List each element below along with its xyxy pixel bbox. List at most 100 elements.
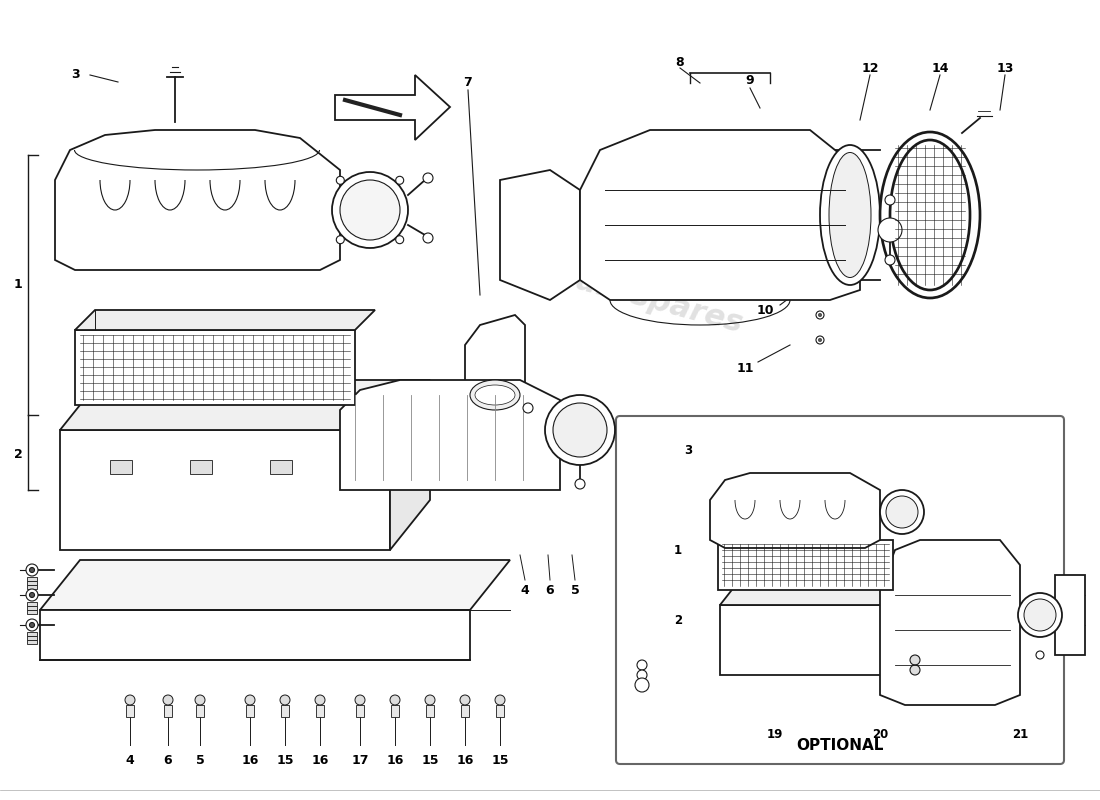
Circle shape	[26, 564, 39, 576]
Circle shape	[424, 173, 433, 183]
FancyBboxPatch shape	[28, 585, 37, 589]
FancyBboxPatch shape	[28, 610, 37, 614]
Text: 15: 15	[421, 754, 439, 766]
FancyBboxPatch shape	[28, 602, 37, 606]
FancyBboxPatch shape	[75, 330, 355, 405]
Text: 12: 12	[861, 62, 879, 74]
Circle shape	[340, 180, 400, 240]
FancyBboxPatch shape	[28, 636, 37, 640]
Text: eurospares: eurospares	[703, 541, 896, 619]
Circle shape	[26, 589, 39, 601]
Circle shape	[337, 176, 344, 184]
FancyBboxPatch shape	[316, 705, 324, 717]
FancyBboxPatch shape	[356, 705, 364, 717]
Polygon shape	[60, 380, 430, 430]
Text: 11: 11	[736, 362, 754, 374]
Circle shape	[1024, 599, 1056, 631]
Polygon shape	[580, 130, 860, 300]
Circle shape	[886, 496, 918, 528]
Circle shape	[245, 695, 255, 705]
Text: 16: 16	[311, 754, 329, 766]
Text: eurospares: eurospares	[123, 381, 317, 459]
Polygon shape	[880, 540, 1020, 705]
Circle shape	[637, 660, 647, 670]
FancyBboxPatch shape	[28, 577, 37, 581]
Circle shape	[1018, 593, 1062, 637]
Text: 13: 13	[997, 62, 1014, 74]
Text: 4: 4	[125, 754, 134, 766]
FancyBboxPatch shape	[616, 416, 1064, 764]
FancyBboxPatch shape	[126, 705, 134, 717]
Text: 9: 9	[746, 74, 755, 86]
Text: 6: 6	[164, 754, 173, 766]
Circle shape	[495, 695, 505, 705]
Text: 19: 19	[767, 729, 783, 742]
FancyBboxPatch shape	[28, 581, 37, 585]
FancyBboxPatch shape	[28, 606, 37, 610]
Text: 14: 14	[932, 62, 948, 74]
Circle shape	[355, 695, 365, 705]
Circle shape	[544, 395, 615, 465]
Circle shape	[30, 567, 34, 573]
Circle shape	[337, 236, 344, 244]
Circle shape	[522, 403, 534, 413]
Text: eurospares: eurospares	[553, 261, 747, 339]
FancyBboxPatch shape	[190, 460, 212, 474]
Polygon shape	[710, 473, 880, 548]
Polygon shape	[910, 577, 932, 675]
Polygon shape	[720, 577, 932, 605]
Polygon shape	[340, 380, 560, 490]
Text: 2: 2	[13, 449, 22, 462]
Circle shape	[390, 695, 400, 705]
FancyBboxPatch shape	[718, 540, 893, 590]
FancyBboxPatch shape	[280, 705, 289, 717]
Polygon shape	[500, 170, 580, 300]
Polygon shape	[40, 560, 510, 610]
Circle shape	[280, 695, 290, 705]
Circle shape	[315, 695, 324, 705]
Text: 20: 20	[872, 729, 888, 742]
Circle shape	[332, 172, 408, 248]
FancyBboxPatch shape	[1055, 575, 1085, 655]
Text: 1: 1	[674, 543, 682, 557]
Text: 5: 5	[196, 754, 205, 766]
Circle shape	[637, 670, 647, 680]
Text: 10: 10	[757, 303, 773, 317]
FancyBboxPatch shape	[28, 632, 37, 636]
Text: 18: 18	[912, 591, 928, 605]
Text: 7: 7	[463, 75, 472, 89]
FancyBboxPatch shape	[426, 705, 434, 717]
FancyBboxPatch shape	[40, 610, 470, 660]
FancyBboxPatch shape	[60, 430, 390, 550]
Circle shape	[396, 236, 404, 244]
Circle shape	[1036, 651, 1044, 659]
Text: 2: 2	[674, 614, 682, 626]
FancyBboxPatch shape	[246, 705, 254, 717]
Ellipse shape	[470, 380, 520, 410]
FancyBboxPatch shape	[110, 460, 132, 474]
Ellipse shape	[475, 385, 515, 405]
Circle shape	[26, 619, 39, 631]
Text: 5: 5	[571, 583, 580, 597]
Circle shape	[195, 695, 205, 705]
Circle shape	[125, 695, 135, 705]
Circle shape	[635, 678, 649, 692]
Circle shape	[553, 403, 607, 457]
Polygon shape	[390, 380, 430, 550]
Circle shape	[30, 593, 34, 598]
Circle shape	[910, 655, 920, 665]
Text: 4: 4	[520, 583, 529, 597]
Ellipse shape	[890, 140, 970, 290]
Text: 21: 21	[1012, 729, 1028, 742]
Polygon shape	[336, 75, 450, 140]
Circle shape	[163, 695, 173, 705]
Circle shape	[886, 195, 895, 205]
Circle shape	[816, 336, 824, 344]
Polygon shape	[55, 130, 340, 270]
Circle shape	[910, 665, 920, 675]
FancyBboxPatch shape	[270, 460, 292, 474]
Circle shape	[425, 695, 435, 705]
Text: 16: 16	[456, 754, 474, 766]
Text: 6: 6	[546, 583, 554, 597]
FancyBboxPatch shape	[390, 705, 399, 717]
